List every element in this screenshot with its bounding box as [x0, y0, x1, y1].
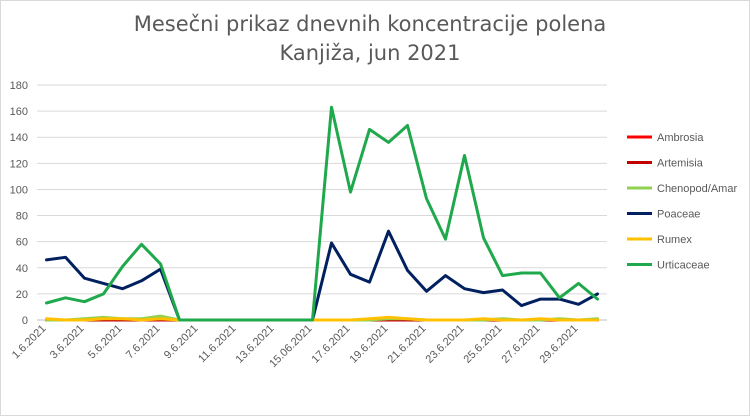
y-tick-label: 40 — [16, 263, 28, 275]
x-tick-label: 3.6.2021 — [48, 323, 87, 362]
x-tick-label: 27.6.2021 — [500, 323, 543, 366]
chart-title: Mesečni prikaz dnevnih koncentracije pol… — [133, 12, 607, 36]
series-line-poaceae — [45, 229, 599, 322]
series-line-rumex — [45, 315, 599, 322]
x-tick-label: 23.6.2021 — [424, 323, 467, 366]
y-tick-label: 80 — [16, 211, 28, 223]
legend-label: Poaceae — [657, 209, 700, 221]
y-tick-label: 100 — [10, 184, 28, 196]
x-tick-label: 19.6.2021 — [348, 323, 391, 366]
legend-label: Urticaceae — [657, 260, 710, 272]
x-tick-label: 7.6.2021 — [124, 323, 163, 362]
series-line-urticaceae — [45, 105, 599, 322]
x-axis: 1.6.2021 3.6.2021 5.6.2021 7.6.2021 9.6.2021… — [10, 323, 581, 370]
y-tick-label: 120 — [10, 158, 28, 170]
x-tick-label: 29.6.2021 — [538, 323, 581, 366]
x-tick-label: 11.6.2021 — [196, 323, 239, 366]
x-tick-label: 21.6.2021 — [386, 323, 429, 366]
y-tick-label: 60 — [16, 237, 28, 249]
legend-label: Chenopod/Amar — [657, 183, 737, 195]
x-tick-label: 9.6.2021 — [162, 323, 201, 362]
x-tick-label: 1.6.2021 — [10, 323, 49, 362]
y-tick-label: 160 — [10, 106, 28, 118]
y-tick-label: 140 — [10, 132, 28, 144]
legend: Ambrosia Artemisia Chenopod/Amar Poaceae Rum… — [627, 132, 737, 272]
x-tick-label: 25.6.2021 — [462, 323, 505, 366]
legend-label: Rumex — [657, 234, 692, 246]
legend-label: Artemisia — [657, 158, 704, 170]
x-tick-label: 17.6.2021 — [310, 323, 353, 366]
y-tick-label: 0 — [22, 315, 28, 327]
y-axis: 0 20 40 60 80 100 120 140 160 180 — [10, 80, 28, 327]
y-tick-label: 180 — [10, 80, 28, 92]
y-tick-label: 20 — [16, 289, 28, 301]
series-lines — [45, 105, 599, 322]
legend-label: Ambrosia — [657, 132, 704, 144]
chart-subtitle: Kanjiža, jun 2021 — [279, 41, 461, 65]
x-tick-label: 5.6.2021 — [86, 323, 125, 362]
